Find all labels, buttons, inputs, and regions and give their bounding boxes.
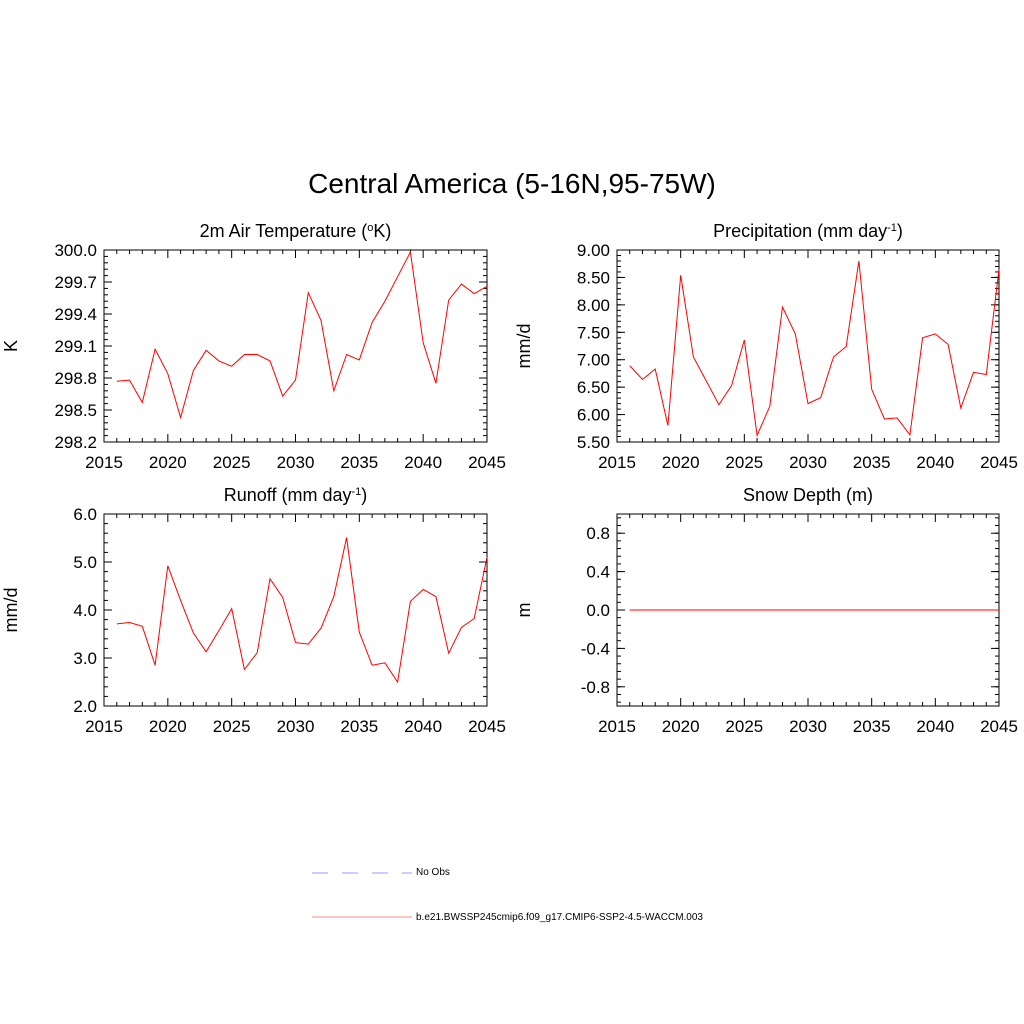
- chart-temperature: 2m Air Temperature (oK) K 2015 2020 2025 2030…: [1, 221, 506, 472]
- chart-snow: Snow Depth (m) m 2015 2020 2025 2030 2035 2040 2…: [514, 485, 1018, 736]
- y-tick-label: 8.00: [577, 296, 610, 315]
- x-tick-label: 2040: [404, 717, 442, 736]
- x-tick-label: 2020: [149, 453, 187, 472]
- x-tick-label: 2030: [789, 453, 827, 472]
- x-tick-label: 2015: [598, 453, 636, 472]
- x-tick-label: 2040: [404, 453, 442, 472]
- x-tick-label: 2030: [789, 717, 827, 736]
- x-tick-label: 2035: [340, 717, 378, 736]
- y-axis-label: mm/d: [1, 588, 21, 633]
- y-tick-label: 0.8: [586, 524, 610, 543]
- x-tick-label: 2020: [662, 453, 700, 472]
- y-axis-label: mm/d: [514, 324, 534, 369]
- x-tick-label: 2025: [213, 717, 251, 736]
- panel-title: Runoff (mm day-1): [224, 485, 368, 505]
- x-tick-label: 2045: [980, 717, 1018, 736]
- x-tick-label: 2035: [853, 717, 891, 736]
- x-tick-label: 2030: [277, 717, 315, 736]
- y-tick-label: 4.0: [73, 601, 97, 620]
- y-tick-label: 298.8: [54, 369, 97, 388]
- panel-title: Snow Depth (m): [743, 485, 873, 505]
- x-tick-label: 2025: [725, 717, 763, 736]
- y-tick-label: 298.5: [54, 401, 97, 420]
- x-tick-label: 2045: [980, 453, 1018, 472]
- y-tick-label: 299.4: [54, 305, 97, 324]
- x-tick-label: 2045: [468, 717, 506, 736]
- y-tick-label: 2.0: [73, 697, 97, 716]
- x-tick-label: 2025: [213, 453, 251, 472]
- chart-precipitation: Precipitation (mm day-1) mm/d 2015 2020 2025…: [514, 221, 1018, 472]
- series-line-temperature: [116, 250, 488, 420]
- y-tick-label: 299.1: [54, 337, 97, 356]
- y-tick-label: 6.00: [577, 406, 610, 425]
- y-tick-label: 9.00: [577, 241, 610, 260]
- panel-title: Precipitation (mm day-1): [713, 221, 903, 241]
- plot-frame: [103, 513, 488, 707]
- y-tick-label: -0.8: [581, 678, 610, 697]
- y-tick-label: 300.0: [54, 241, 97, 260]
- y-tick-label: 3.0: [73, 649, 97, 668]
- x-tick-label: 2045: [468, 453, 506, 472]
- main-title: Central America (5-16N,95-75W): [308, 168, 716, 199]
- y-tick-label: 5.0: [73, 553, 97, 572]
- y-tick-label: 7.50: [577, 323, 610, 342]
- x-tick-label: 2015: [598, 717, 636, 736]
- x-tick-label: 2035: [853, 453, 891, 472]
- y-tick-label: 7.00: [577, 351, 610, 370]
- legend-obs-label: No Obs: [416, 867, 450, 878]
- legend-model-label: b.e21.BWSSP245cmip6.f09_g17.CMIP6-SSP2-4…: [416, 912, 703, 923]
- y-axis-label: K: [1, 340, 21, 352]
- series-line-precipitation: [629, 260, 1000, 438]
- y-tick-label: 299.7: [54, 273, 97, 292]
- x-tick-label: 2040: [916, 453, 954, 472]
- panel-title: 2m Air Temperature (oK): [200, 221, 392, 241]
- x-tick-label: 2015: [85, 453, 123, 472]
- y-tick-label: 5.50: [577, 433, 610, 452]
- x-tick-label: 2035: [340, 453, 378, 472]
- x-tick-label: 2025: [725, 453, 763, 472]
- y-tick-label: 298.2: [54, 433, 97, 452]
- x-tick-label: 2020: [149, 717, 187, 736]
- x-tick-label: 2030: [277, 453, 315, 472]
- y-tick-label: 6.0: [73, 505, 97, 524]
- y-axis-label: m: [514, 603, 534, 618]
- y-tick-label: -0.4: [581, 639, 610, 658]
- y-tick-label: 8.50: [577, 268, 610, 287]
- y-tick-label: 0.4: [586, 563, 610, 582]
- chart-runoff: Runoff (mm day-1) mm/d 2015 2020 2025 2030 203…: [1, 485, 506, 736]
- x-tick-label: 2015: [85, 717, 123, 736]
- x-tick-label: 2020: [662, 717, 700, 736]
- x-tick-label: 2040: [916, 717, 954, 736]
- y-tick-label: 6.50: [577, 378, 610, 397]
- plot-frame: [103, 249, 488, 443]
- y-tick-label: 0.0: [586, 601, 610, 620]
- series-line-runoff: [116, 537, 488, 684]
